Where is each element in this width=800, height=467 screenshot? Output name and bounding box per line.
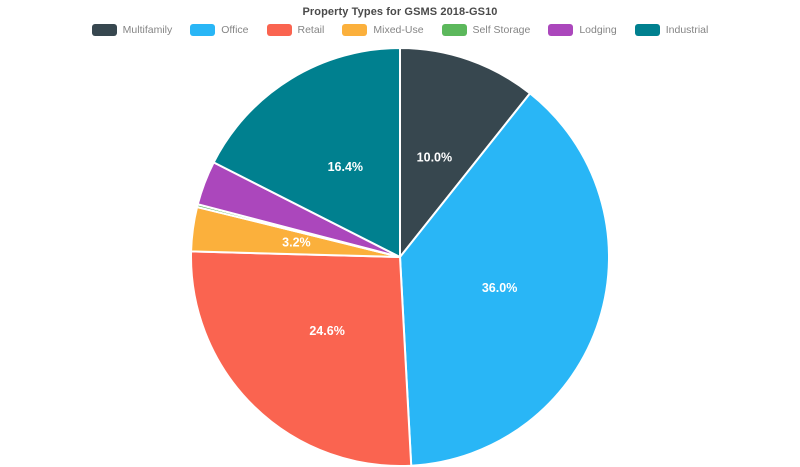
legend-swatch-icon bbox=[634, 24, 660, 36]
pie-slice-office[interactable] bbox=[399, 92, 610, 467]
pie-slice-percentage-label: 10.0% bbox=[417, 151, 452, 165]
legend-item-self-storage[interactable]: Self Storage bbox=[441, 24, 531, 36]
legend-swatch-icon bbox=[548, 24, 574, 36]
pie-slice-industrial[interactable] bbox=[212, 47, 401, 258]
legend-item-mixed-use[interactable]: Mixed-Use bbox=[342, 24, 424, 36]
legend-swatch-icon bbox=[266, 24, 292, 36]
legend-swatch-icon bbox=[190, 24, 216, 36]
pie-slice-percentage-label: 3.2% bbox=[282, 235, 311, 249]
pie-slice-retail[interactable] bbox=[190, 250, 413, 467]
legend-swatch-icon bbox=[91, 24, 117, 36]
legend-label: Self Storage bbox=[472, 24, 531, 36]
legend-item-retail[interactable]: Retail bbox=[266, 24, 325, 36]
chart-title: Property Types for GSMS 2018-GS10 bbox=[302, 6, 498, 18]
pie-slice-percentage-label: 36.0% bbox=[482, 281, 517, 295]
legend-item-multifamily[interactable]: Multifamily bbox=[91, 24, 173, 36]
legend-item-office[interactable]: Office bbox=[190, 24, 249, 36]
legend-swatch-icon bbox=[441, 24, 467, 36]
pie-slice-percentage-label: 16.4% bbox=[328, 160, 363, 174]
pie-slice-multifamily[interactable] bbox=[399, 47, 531, 258]
legend-label: Multifamily bbox=[122, 24, 173, 36]
pie-slice-percentage-label: 24.6% bbox=[309, 324, 344, 338]
legend: Multifamily Office Retail Mixed-Use Self Sto… bbox=[0, 24, 800, 36]
legend-label: Industrial bbox=[665, 24, 709, 36]
legend-item-industrial[interactable]: Industrial bbox=[634, 24, 709, 36]
legend-label: Mixed-Use bbox=[373, 24, 424, 36]
legend-label: Lodging bbox=[579, 24, 617, 36]
legend-label: Retail bbox=[297, 24, 325, 36]
legend-label: Office bbox=[221, 24, 249, 36]
legend-item-lodging[interactable]: Lodging bbox=[548, 24, 617, 36]
legend-swatch-icon bbox=[342, 24, 368, 36]
